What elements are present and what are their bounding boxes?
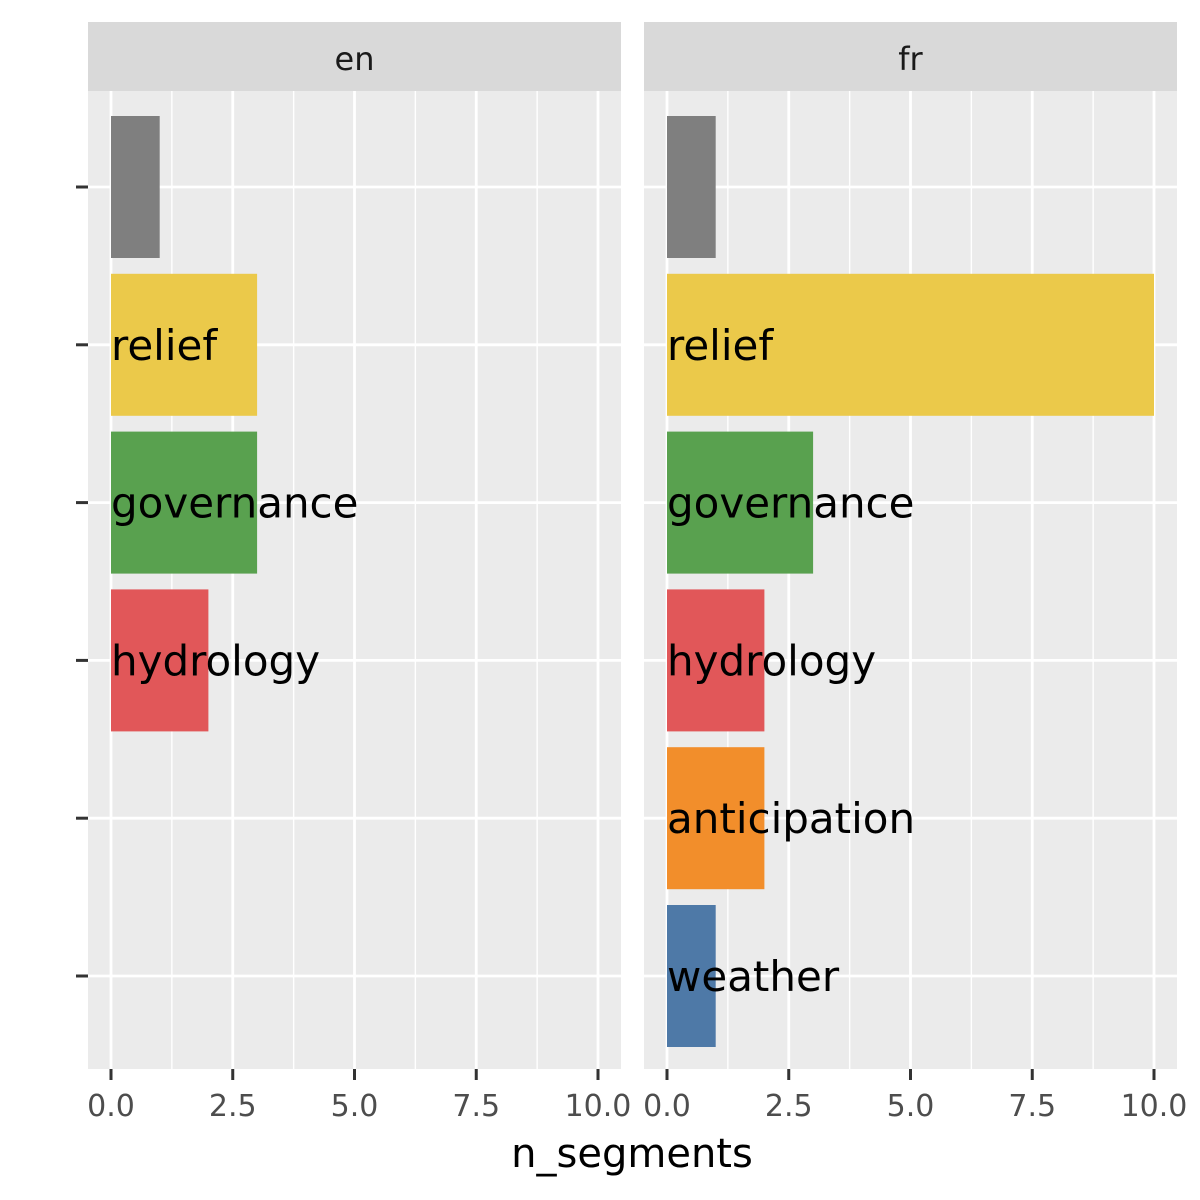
bar-label-relief: relief: [111, 321, 218, 370]
bar-unlabeled: [667, 116, 716, 258]
facet-strip: [644, 22, 1177, 91]
x-tick-label: 7.5: [1008, 1089, 1056, 1124]
bar-hydrology: [667, 589, 765, 732]
bar-unlabeled: [111, 116, 160, 258]
x-tick-label: 0.0: [87, 1089, 135, 1124]
x-tick-label: 5.0: [887, 1089, 935, 1124]
bar-relief: [667, 273, 1154, 416]
x-tick-label: 7.5: [452, 1089, 500, 1124]
x-tick-label: 10.0: [1121, 1089, 1188, 1124]
bar-governance: [111, 431, 258, 574]
bar-relief: [111, 273, 258, 416]
facet-panel-en: relief governance hydrology en 0.0 2.5 5.0 7.5 1…: [87, 22, 631, 1124]
x-tick-label: 2.5: [209, 1089, 257, 1124]
bar-hydrology: [111, 589, 209, 732]
x-axis-title: n_segments: [511, 1131, 753, 1177]
bar-weather: [667, 905, 716, 1047]
bar-anticipation: [667, 747, 765, 890]
bar-label-anticipation: anticipation: [667, 794, 915, 843]
facets-layer: relief governance hydrology en 0.0 2.5 5.0 7.5 1…: [87, 22, 1187, 1124]
x-tick-label: 10.0: [565, 1089, 632, 1124]
facet-strip-label: fr: [898, 40, 923, 78]
x-tick-label: 2.5: [765, 1089, 813, 1124]
facet-strip-label: en: [335, 40, 375, 78]
bar-label-governance: governance: [667, 479, 915, 528]
bar-label-hydrology: hydrology: [111, 636, 320, 685]
bar-label-hydrology: hydrology: [667, 636, 876, 685]
facet-panel-fr: relief governance hydrology anticipation wea…: [643, 22, 1187, 1124]
y-axis: [76, 185, 88, 978]
bar-label-weather: weather: [667, 952, 840, 1001]
bar-label-relief: relief: [667, 321, 774, 370]
bar-governance: [667, 431, 814, 574]
bar-label-governance: governance: [111, 479, 359, 528]
facet-strip: [88, 22, 621, 91]
x-tick-label: 0.0: [643, 1089, 691, 1124]
x-tick-label: 5.0: [331, 1089, 379, 1124]
